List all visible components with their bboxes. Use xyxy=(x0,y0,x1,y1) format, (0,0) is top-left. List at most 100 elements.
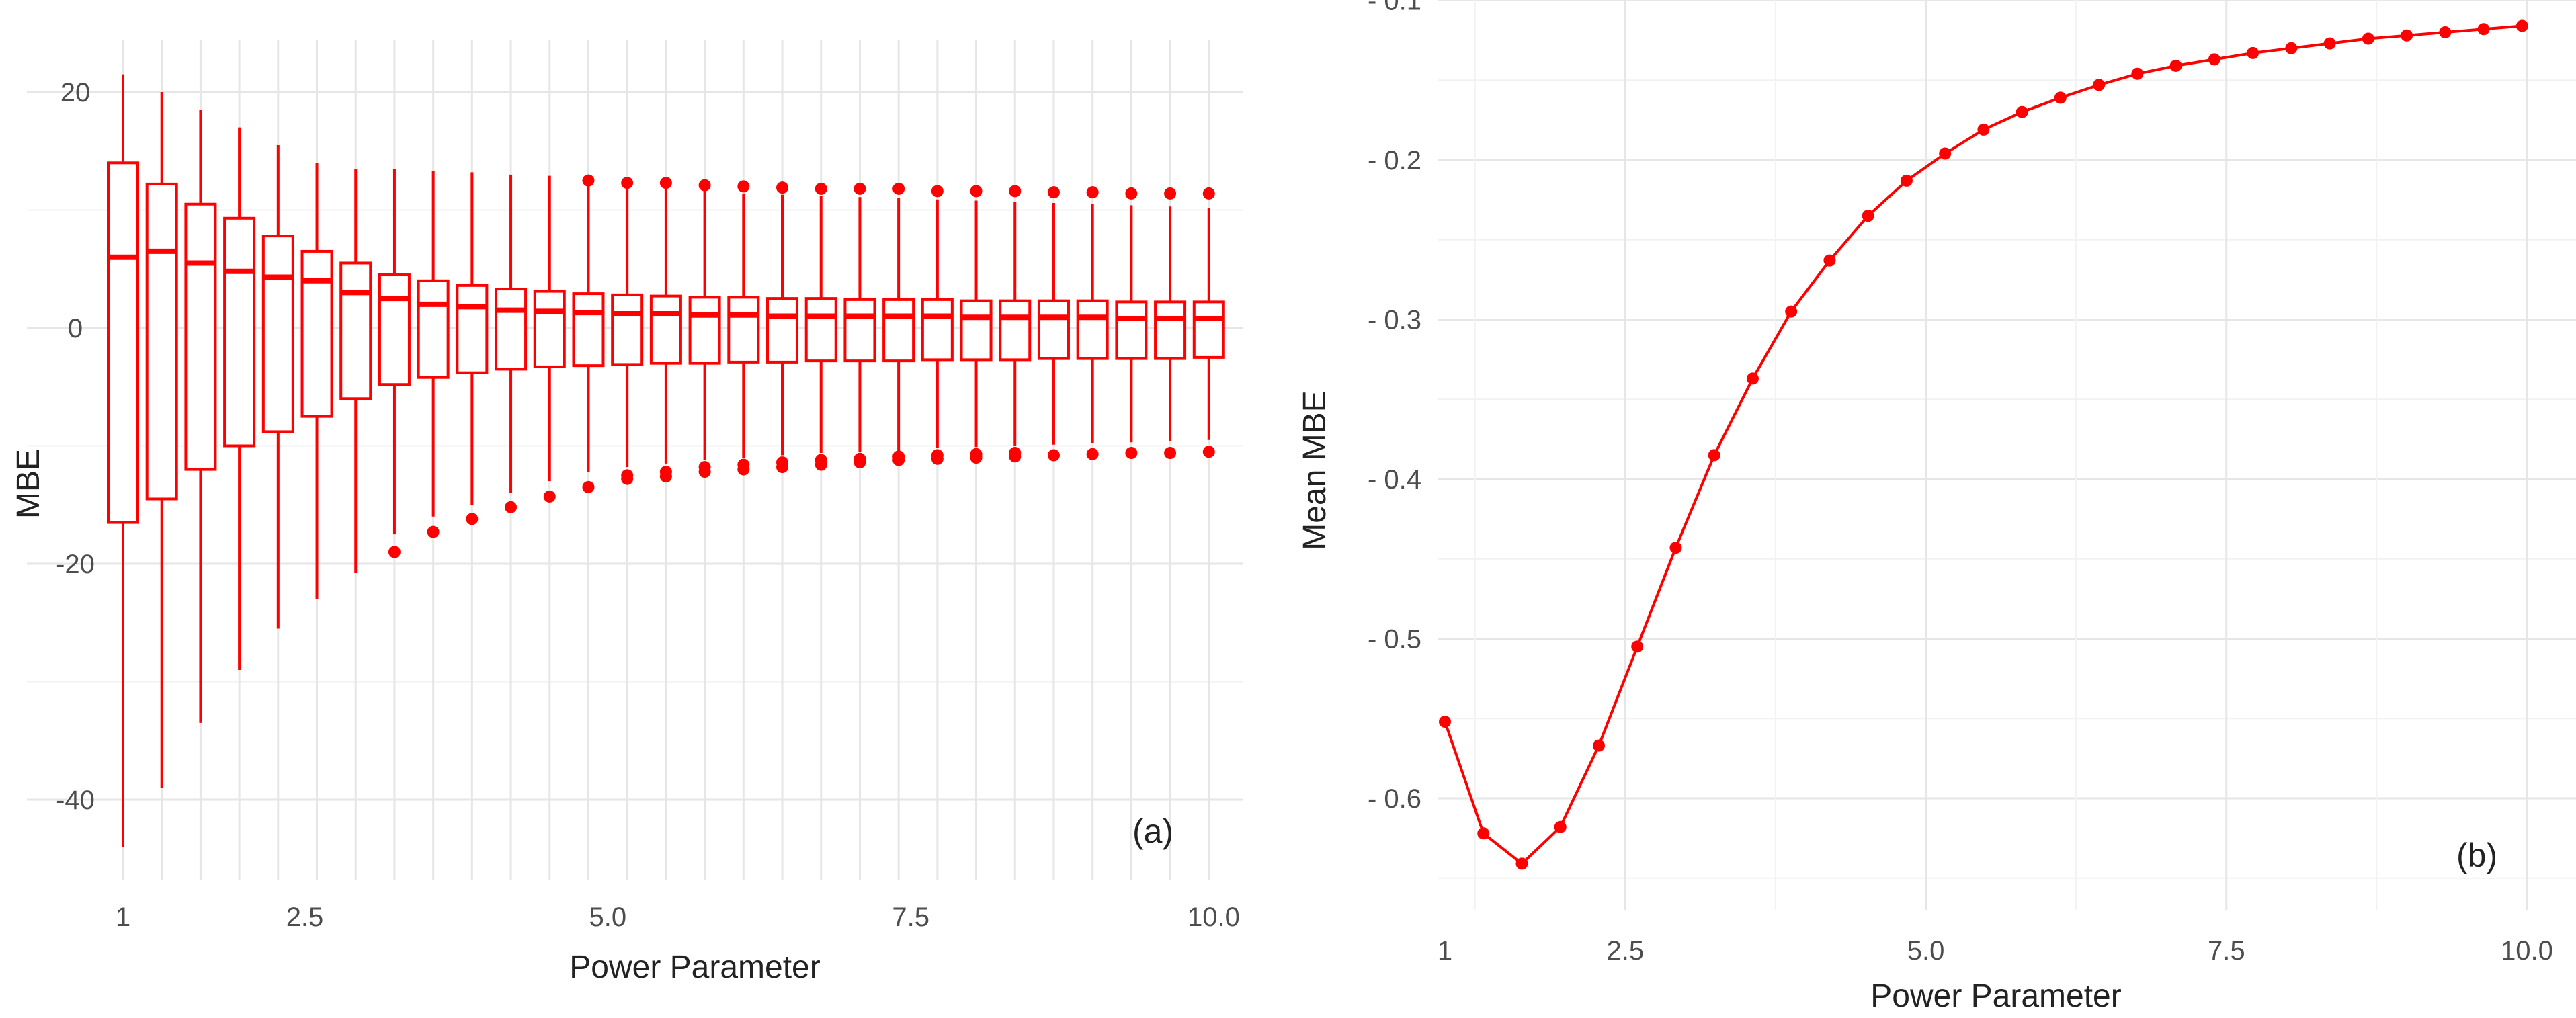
box-plot-group xyxy=(261,144,294,629)
outlier-point xyxy=(815,182,827,195)
outlier-point xyxy=(1164,187,1177,200)
outlier-point xyxy=(621,177,634,189)
box-iqr xyxy=(107,161,139,524)
outlier-point xyxy=(1047,449,1060,462)
box-plot-group xyxy=(1076,186,1109,460)
box-plot-group xyxy=(1192,187,1225,458)
box-plot-group xyxy=(417,171,450,538)
outlier-point xyxy=(854,182,866,195)
box-plot-group xyxy=(107,74,139,847)
outlier-point xyxy=(1086,186,1099,199)
panel-b-x-tick-labels: 1 2.5 5.0 7.5 10.0 xyxy=(1438,936,2553,966)
panel-b-y-tick-label: - 0.6 xyxy=(1368,784,1421,814)
box-plot-group xyxy=(533,175,566,503)
panel-b-y-tick-label: - 0.4 xyxy=(1368,465,1421,495)
panel-b-data-point xyxy=(1631,640,1644,653)
panel-b-data-point xyxy=(1900,174,1913,187)
outlier-point xyxy=(543,490,556,503)
box-iqr xyxy=(882,298,915,363)
panel-b-data-point xyxy=(1785,305,1798,318)
box-plot-group xyxy=(1154,187,1187,460)
box-iqr xyxy=(1154,300,1187,360)
panel-b-data-point xyxy=(2477,23,2490,36)
panel-a-x-tick-labels: 1 2.5 5.0 7.5 10.0 xyxy=(116,902,1240,932)
outlier-point xyxy=(737,458,750,471)
panel-b-data-point xyxy=(1515,857,1528,870)
panel-b-data-point xyxy=(1708,449,1720,462)
panel-a-x-tick-label: 5.0 xyxy=(589,902,627,932)
box-plot-group xyxy=(184,110,217,723)
box-plot-group xyxy=(921,185,954,465)
box-iqr xyxy=(1037,299,1070,360)
box-iqr xyxy=(611,293,644,366)
panel-a-x-tick-label: 10.0 xyxy=(1188,902,1240,932)
panel-b-data-point xyxy=(1554,820,1567,833)
panel-b-series-line xyxy=(1444,24,2523,866)
box-iqr xyxy=(766,297,799,364)
outlier-point xyxy=(466,513,479,525)
panel-b-data-point xyxy=(2247,46,2259,59)
panel-b-line-chart: - 0.1 - 0.2 - 0.3 - 0.4 - 0.5 - 0.6 1 2.5 5.0 7.… xyxy=(1297,0,2576,1014)
box-plot-group xyxy=(300,163,333,599)
outlier-point xyxy=(659,466,672,478)
box-plot-group xyxy=(378,169,411,558)
panel-b-data-point xyxy=(2323,37,2336,50)
panel-b-y-tick-label: - 0.5 xyxy=(1368,625,1421,654)
outlier-point xyxy=(1009,447,1022,460)
box-plot-group xyxy=(1037,186,1070,462)
outlier-point xyxy=(698,179,711,192)
box-plot-group xyxy=(572,174,605,493)
panel-b-data-point xyxy=(1939,147,1952,160)
panel-b-data-point xyxy=(2362,32,2374,45)
outlier-point xyxy=(388,546,401,558)
panel-a-x-tick-label: 1 xyxy=(116,902,130,932)
box-iqr xyxy=(184,202,217,471)
panel-b-y-tick-label: - 0.2 xyxy=(1368,146,1421,175)
box-plot-group xyxy=(339,169,372,574)
box-iqr xyxy=(533,290,566,368)
panel-b-data-point xyxy=(1862,210,1874,222)
outlier-point xyxy=(621,469,634,482)
box-plot-group xyxy=(1115,187,1148,460)
box-iqr xyxy=(223,216,256,448)
outlier-point xyxy=(1202,446,1215,458)
box-iqr xyxy=(688,296,721,365)
panel-a-y-tick-label: 0 xyxy=(68,314,83,343)
outlier-point xyxy=(892,182,905,195)
outlier-point xyxy=(1164,447,1177,460)
outlier-point xyxy=(505,501,517,513)
outlier-point xyxy=(698,461,711,474)
outlier-point xyxy=(776,456,789,469)
panel-a-y-tick-label: -40 xyxy=(56,786,95,815)
outlier-point xyxy=(892,450,905,463)
panel-a-label: (a) xyxy=(1132,812,1173,850)
box-iqr xyxy=(727,296,760,364)
panel-a-y-tick-label: 20 xyxy=(60,78,91,108)
outlier-point xyxy=(776,181,789,194)
outlier-point xyxy=(1009,185,1022,198)
outlier-point xyxy=(1047,186,1060,199)
panel-b-data-point xyxy=(1746,372,1759,385)
box-iqr xyxy=(572,292,605,368)
box-iqr xyxy=(417,279,450,379)
panel-a-x-axis-label: Power Parameter xyxy=(569,949,820,985)
panel-b-data-point xyxy=(2516,19,2528,32)
box-plot-group xyxy=(999,185,1032,463)
panel-b-y-tick-label: - 0.3 xyxy=(1368,306,1421,335)
outlier-point xyxy=(1125,187,1138,200)
box-iqr xyxy=(999,299,1032,362)
outlier-point xyxy=(659,177,672,189)
box-iqr xyxy=(804,297,837,363)
panel-b-data-point xyxy=(1823,254,1836,267)
box-plot-group xyxy=(495,174,528,513)
panel-a-y-tick-label: -20 xyxy=(56,550,95,579)
box-plot-group xyxy=(456,172,489,525)
box-iqr xyxy=(300,249,333,418)
outlier-point xyxy=(427,525,440,538)
panel-b-y-tick-label: - 0.1 xyxy=(1368,0,1421,16)
outlier-point xyxy=(854,452,866,465)
panel-b-data-point xyxy=(1439,716,1451,728)
panel-a-y-tick-labels: 20 0 -20 -40 xyxy=(56,78,95,815)
outlier-point xyxy=(970,185,983,198)
box-iqr xyxy=(1115,300,1148,360)
